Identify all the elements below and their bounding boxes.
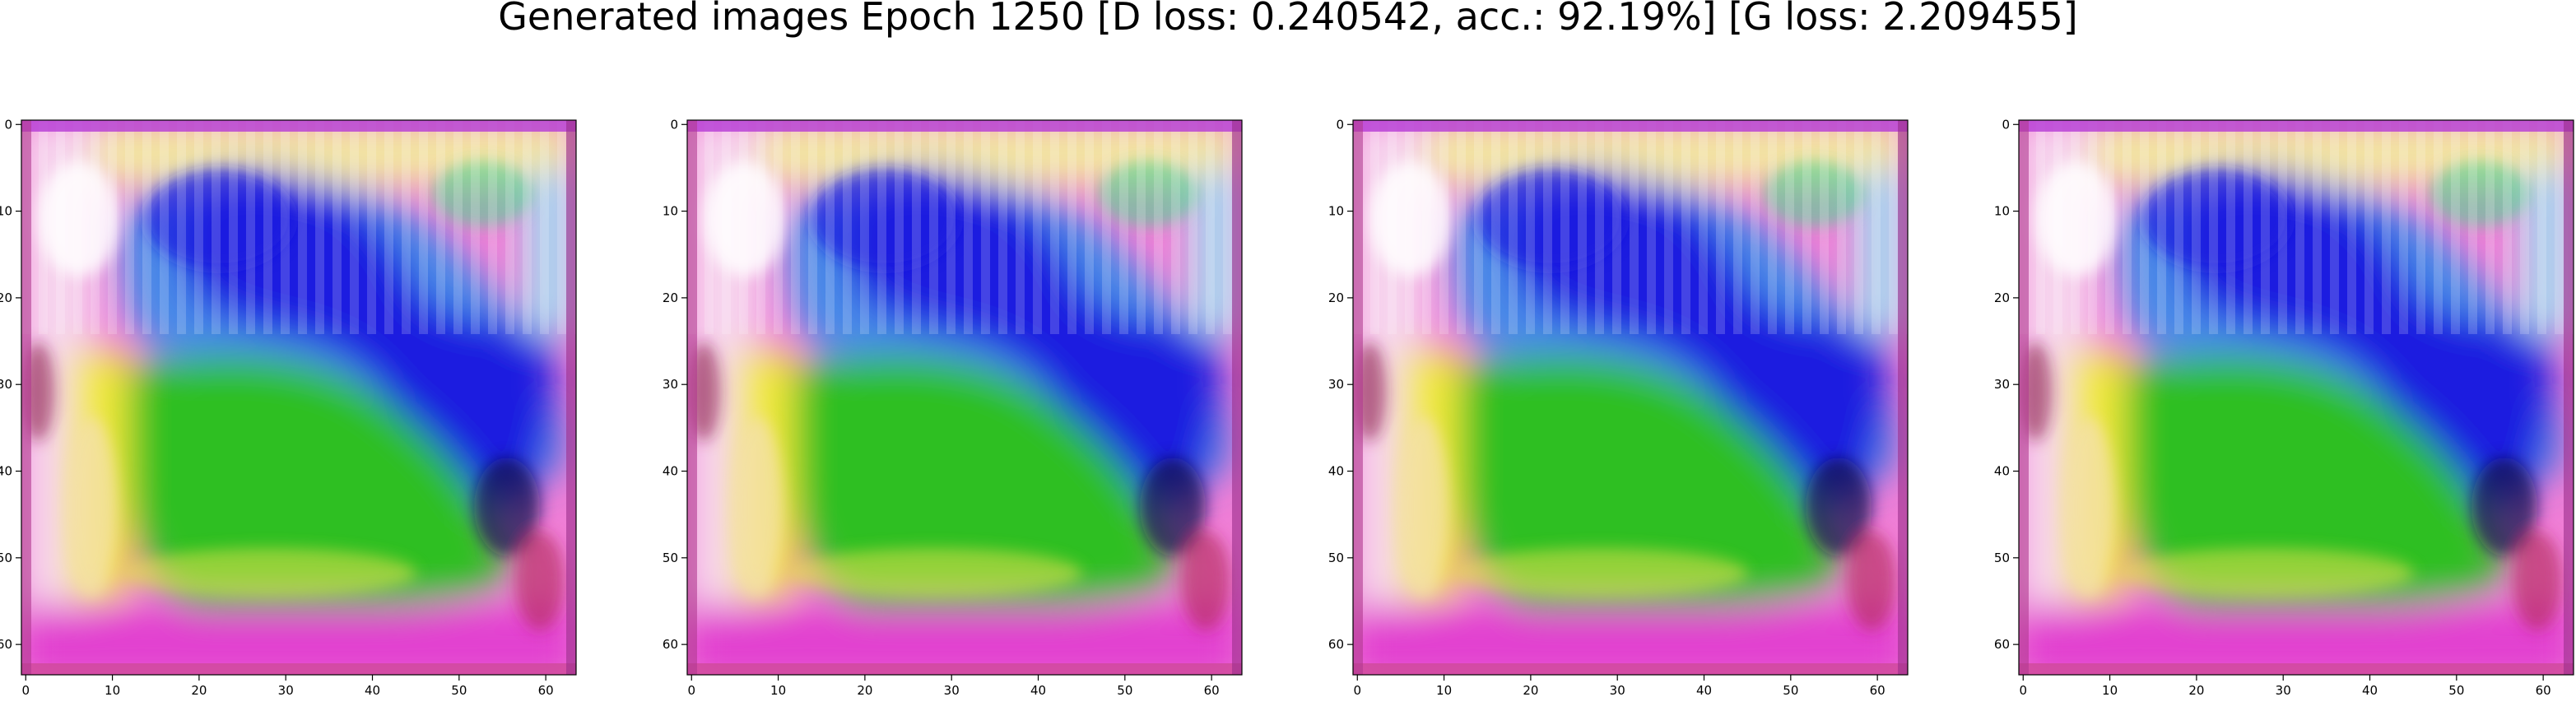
y-tick-label: 0: [670, 117, 678, 132]
y-tick-label: 30: [1994, 377, 2010, 392]
y-tick-label: 10: [1328, 204, 1344, 219]
y-tick-label: 60: [0, 637, 12, 652]
x-tick-label: 40: [2362, 683, 2378, 698]
axes-frame: [2018, 119, 2574, 676]
x-tick-label: 60: [2536, 683, 2551, 698]
y-tick-label: 30: [0, 377, 12, 392]
y-tick-label: 10: [1994, 204, 2010, 219]
x-tick-label: 0: [21, 683, 30, 698]
x-tick-label: 40: [1696, 683, 1712, 698]
axes-frame: [686, 119, 1243, 676]
y-tick-label: 20: [0, 290, 12, 305]
x-tick-label: 0: [1353, 683, 1361, 698]
figure-title: Generated images Epoch 1250 [D loss: 0.2…: [498, 0, 2078, 39]
y-tick-label: 0: [4, 117, 12, 132]
y-tick-label: 10: [0, 204, 12, 219]
image-content: [21, 120, 576, 675]
x-tick-label: 40: [1030, 683, 1046, 698]
generated-image-2: 0 10 20 30 40 50 60 0 10 20 30 40 50 60: [663, 117, 1243, 698]
axes-frame: [21, 119, 577, 676]
x-tick-label: 50: [2448, 683, 2464, 698]
x-tick-label: 30: [1610, 683, 1625, 698]
image-content: [2019, 120, 2574, 675]
y-tick-label: 20: [1994, 290, 2010, 305]
x-tick-label: 10: [1436, 683, 1452, 698]
y-tick-label: 30: [1328, 377, 1344, 392]
x-tick-label: 20: [191, 683, 207, 698]
x-tick-label: 50: [1783, 683, 1798, 698]
x-tick-label: 30: [278, 683, 294, 698]
image-content: [1353, 120, 1908, 675]
y-tick-label: 50: [0, 551, 12, 565]
image-content: [687, 120, 1242, 675]
x-tick-label: 10: [105, 683, 120, 698]
y-tick-label: 60: [663, 637, 678, 652]
x-tick-label: 40: [365, 683, 380, 698]
y-tick-label: 40: [1994, 464, 2010, 479]
y-tick-label: 0: [2002, 117, 2010, 132]
x-tick-label: 50: [451, 683, 467, 698]
x-tick-label: 0: [687, 683, 695, 698]
y-tick-label: 50: [1994, 551, 2010, 565]
x-tick-label: 60: [1870, 683, 1886, 698]
generated-image-1: 0 10 20 30 40 50 60 0 10 20 30 40 50 60: [0, 117, 577, 698]
y-tick-label: 30: [663, 377, 678, 392]
generated-image-4: 0 10 20 30 40 50 60 0 10 20 30 40 50 60: [1994, 117, 2574, 698]
y-tick-label: 0: [1336, 117, 1344, 132]
y-tick-label: 20: [663, 290, 678, 305]
x-tick-label: 0: [2019, 683, 2027, 698]
y-tick-label: 50: [663, 551, 678, 565]
x-tick-label: 20: [1523, 683, 1538, 698]
y-tick-label: 40: [663, 464, 678, 479]
x-tick-label: 20: [857, 683, 872, 698]
x-tick-label: 10: [2102, 683, 2118, 698]
x-tick-label: 10: [770, 683, 786, 698]
y-tick-label: 40: [1328, 464, 1344, 479]
x-tick-label: 30: [944, 683, 960, 698]
x-tick-label: 60: [538, 683, 554, 698]
x-tick-label: 20: [2188, 683, 2204, 698]
y-tick-label: 60: [1328, 637, 1344, 652]
x-tick-label: 60: [1204, 683, 1220, 698]
y-tick-label: 50: [1328, 551, 1344, 565]
y-tick-label: 10: [663, 204, 678, 219]
x-tick-label: 30: [2276, 683, 2291, 698]
x-tick-label: 50: [1117, 683, 1132, 698]
y-tick-label: 60: [1994, 637, 2010, 652]
y-tick-label: 20: [1328, 290, 1344, 305]
generated-image-3: 0 10 20 30 40 50 60 0 10 20 30 40 50 60: [1328, 117, 1909, 698]
axes-frame: [1352, 119, 1909, 676]
y-tick-label: 40: [0, 464, 12, 479]
